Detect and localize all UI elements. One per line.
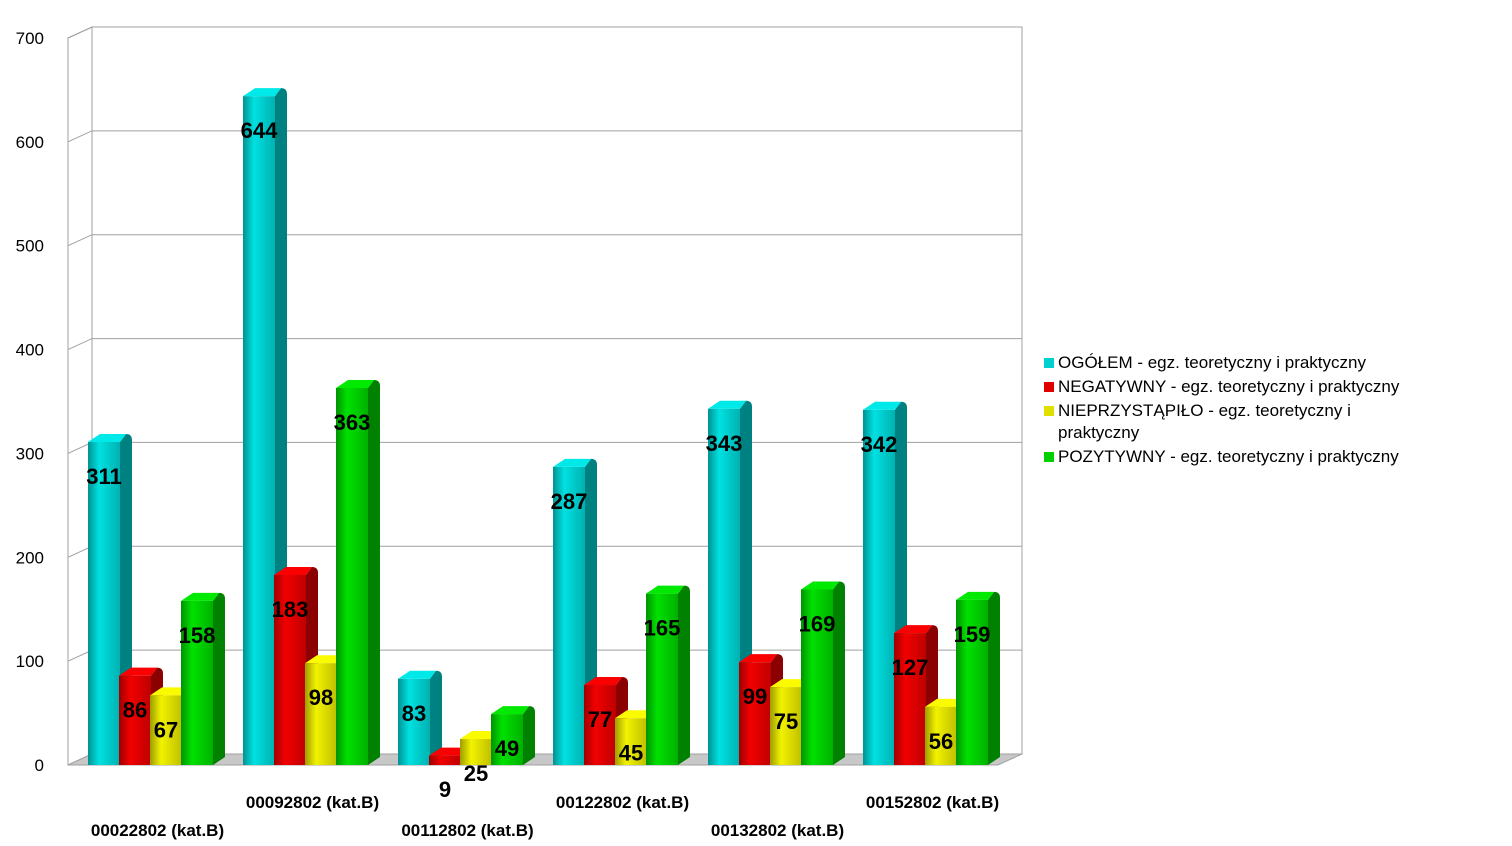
legend-label-nieprzystapilo: NIEPRZYSTĄPIŁO - egz. teoretyczny i prak… <box>1058 401 1351 442</box>
data-label: 158 <box>179 623 216 648</box>
data-label: 127 <box>892 655 929 680</box>
y-tick-label: 400 <box>16 341 44 360</box>
data-label: 9 <box>439 777 451 802</box>
gridline <box>67 234 1022 247</box>
legend: OGÓŁEM - egz. teoretyczny i praktyczny N… <box>1044 352 1510 470</box>
data-label: 343 <box>706 431 743 456</box>
y-tick-label: 200 <box>16 548 44 567</box>
y-tick-label: 600 <box>16 133 44 152</box>
y-tick-label: 0 <box>35 756 44 775</box>
bar <box>801 581 845 765</box>
data-label: 56 <box>929 729 953 754</box>
data-label: 49 <box>495 736 519 761</box>
bar <box>181 592 225 765</box>
x-tick-label: 00022802 (kat.B) <box>91 821 224 840</box>
legend-swatch-nieprzystapilo <box>1044 406 1054 416</box>
data-label: 86 <box>123 698 147 723</box>
bars <box>88 88 1000 765</box>
x-tick-label: 00122802 (kat.B) <box>556 793 689 812</box>
bar <box>646 585 690 765</box>
data-label: 83 <box>402 701 426 726</box>
x-tick-label: 00092802 (kat.B) <box>246 793 379 812</box>
y-tick-label: 300 <box>16 444 44 463</box>
y-tick-label: 700 <box>16 29 44 48</box>
legend-label-ogolem: OGÓŁEM - egz. teoretyczny i praktyczny <box>1058 353 1366 372</box>
legend-item-negatywny: NEGATYWNY - egz. teoretyczny i praktyczn… <box>1044 376 1510 398</box>
bar <box>491 706 535 765</box>
data-label: 99 <box>743 684 767 709</box>
gridline <box>67 130 1022 143</box>
legend-item-ogolem: OGÓŁEM - egz. teoretyczny i praktyczny <box>1044 352 1510 374</box>
legend-item-nieprzystapilo: NIEPRZYSTĄPIŁO - egz. teoretyczny i prak… <box>1044 400 1510 444</box>
bar <box>956 591 1000 765</box>
x-tick-label: 00152802 (kat.B) <box>866 793 999 812</box>
data-label: 644 <box>241 118 278 143</box>
bar <box>584 677 628 765</box>
legend-swatch-pozytywny <box>1044 452 1054 462</box>
gridline <box>67 26 1022 39</box>
gridline <box>67 338 1022 351</box>
bar <box>398 670 442 765</box>
legend-label-negatywny: NEGATYWNY - egz. teoretyczny i praktyczn… <box>1058 377 1400 396</box>
legend-swatch-negatywny <box>1044 382 1054 392</box>
data-label: 25 <box>464 761 488 786</box>
x-tick-label: 00112802 (kat.B) <box>401 821 533 840</box>
legend-swatch-ogolem <box>1044 358 1054 368</box>
legend-item-pozytywny: POZYTYWNY - egz. teoretyczny i praktyczn… <box>1044 446 1510 468</box>
bar <box>336 379 380 765</box>
data-label: 363 <box>334 410 371 435</box>
data-label: 159 <box>954 622 991 647</box>
y-tick-label: 100 <box>16 652 44 671</box>
x-axis: 00022802 (kat.B) 00092802 (kat.B) 00112802… <box>91 793 999 840</box>
data-label: 75 <box>774 709 798 734</box>
data-label: 169 <box>799 611 836 636</box>
data-label: 98 <box>309 685 333 710</box>
data-label: 183 <box>272 597 309 622</box>
bar <box>274 566 318 765</box>
data-label: 45 <box>619 740 643 765</box>
x-tick-label: 00132802 (kat.B) <box>711 821 844 840</box>
legend-label-pozytywny: POZYTYWNY - egz. teoretyczny i praktyczn… <box>1058 447 1399 466</box>
data-label: 77 <box>588 707 612 732</box>
data-label: 311 <box>86 464 122 489</box>
data-label: 342 <box>861 432 898 457</box>
data-label: 165 <box>644 616 681 641</box>
y-axis: 0 100 200 300 400 500 600 700 <box>16 29 44 775</box>
data-labels: 311 86 67 158 644 183 98 363 83 9 25 49 287 77 45 165 34… <box>86 118 990 802</box>
data-label: 287 <box>551 489 588 514</box>
y-tick-label: 500 <box>16 237 44 256</box>
data-label: 67 <box>154 717 178 742</box>
